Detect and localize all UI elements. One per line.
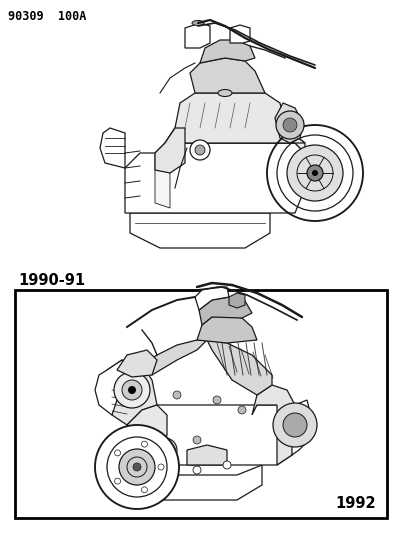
Polygon shape xyxy=(117,350,157,377)
Circle shape xyxy=(172,391,180,399)
Polygon shape xyxy=(130,213,269,248)
Text: 1990-91: 1990-91 xyxy=(18,273,85,288)
Circle shape xyxy=(237,406,245,414)
Bar xyxy=(15,290,386,518)
Circle shape xyxy=(114,478,120,484)
Polygon shape xyxy=(229,293,244,308)
Polygon shape xyxy=(194,287,229,310)
Circle shape xyxy=(119,449,155,485)
Circle shape xyxy=(141,487,147,493)
Polygon shape xyxy=(155,153,170,208)
Circle shape xyxy=(272,403,316,447)
Polygon shape xyxy=(184,23,209,48)
Text: 1992: 1992 xyxy=(334,496,375,511)
Circle shape xyxy=(213,396,221,404)
Circle shape xyxy=(158,464,164,470)
Polygon shape xyxy=(164,128,304,153)
Polygon shape xyxy=(125,143,304,213)
Polygon shape xyxy=(100,128,125,168)
Polygon shape xyxy=(127,405,166,455)
Polygon shape xyxy=(164,93,304,143)
Circle shape xyxy=(153,438,176,462)
Circle shape xyxy=(192,466,200,474)
Circle shape xyxy=(141,441,147,447)
Polygon shape xyxy=(207,340,271,395)
Polygon shape xyxy=(186,445,227,465)
Polygon shape xyxy=(291,400,311,455)
Ellipse shape xyxy=(217,90,231,96)
Circle shape xyxy=(275,111,303,139)
Polygon shape xyxy=(190,58,264,93)
Polygon shape xyxy=(198,297,251,325)
Polygon shape xyxy=(142,340,207,375)
Circle shape xyxy=(168,459,176,467)
Polygon shape xyxy=(127,465,261,500)
Polygon shape xyxy=(95,360,127,415)
Circle shape xyxy=(114,450,120,456)
Polygon shape xyxy=(196,315,256,343)
Polygon shape xyxy=(200,40,254,63)
Circle shape xyxy=(282,118,296,132)
Circle shape xyxy=(190,140,209,160)
Text: 90309  100A: 90309 100A xyxy=(8,10,86,23)
Polygon shape xyxy=(251,385,296,465)
Circle shape xyxy=(194,145,205,155)
Polygon shape xyxy=(127,405,291,465)
Circle shape xyxy=(133,463,141,471)
Circle shape xyxy=(223,461,231,469)
Circle shape xyxy=(306,165,322,181)
Ellipse shape xyxy=(192,20,203,26)
Polygon shape xyxy=(155,128,184,173)
Polygon shape xyxy=(102,360,157,425)
Circle shape xyxy=(311,170,317,176)
Circle shape xyxy=(114,372,150,408)
Circle shape xyxy=(128,386,136,394)
Circle shape xyxy=(122,380,142,400)
Polygon shape xyxy=(274,103,302,143)
Circle shape xyxy=(286,145,342,201)
Circle shape xyxy=(282,413,306,437)
Polygon shape xyxy=(229,25,249,43)
Circle shape xyxy=(95,425,178,509)
Circle shape xyxy=(192,436,200,444)
